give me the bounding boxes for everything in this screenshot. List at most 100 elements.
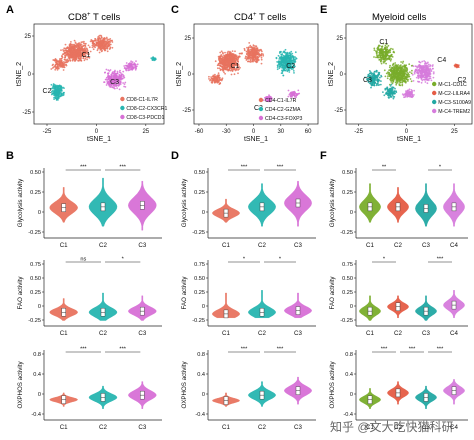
scatter-point: [117, 82, 120, 85]
y-tick-label: 0: [38, 304, 41, 310]
scatter-point: [69, 47, 72, 49]
scatter-point: [252, 46, 255, 49]
scatter-point: [109, 43, 112, 46]
scatter-point: [248, 60, 251, 63]
scatter-point: [77, 60, 80, 62]
scatter-point: [367, 73, 370, 76]
scatter-point: [255, 58, 258, 61]
scatter-point: [237, 57, 240, 60]
y-tick-label: 0: [202, 392, 205, 398]
scatter-point: [66, 50, 68, 52]
scatter-point: [406, 76, 409, 79]
scatter-point: [251, 51, 254, 54]
scatter-point: [83, 40, 85, 43]
scatter-point: [99, 34, 102, 37]
cluster-label: C1: [379, 39, 388, 46]
scatter-point: [122, 82, 124, 84]
legend-swatch: [120, 114, 125, 120]
scatter-point: [100, 45, 103, 48]
scatter-point: [217, 62, 220, 65]
y-tick-label: -0.25: [192, 318, 205, 324]
scatter-point: [388, 75, 391, 77]
y-axis-label: FAO activity: [17, 276, 24, 310]
scatter-point: [54, 84, 57, 87]
scatter-point: [151, 58, 154, 60]
scatter-point: [221, 55, 223, 58]
scatter-point: [229, 60, 232, 63]
y-tick-label: 0: [340, 72, 344, 78]
scatter-point: [214, 60, 217, 63]
scatter-point: [280, 72, 283, 74]
scatter-point: [389, 76, 392, 79]
scatter-point: [102, 43, 105, 46]
scatter-point: [105, 76, 108, 79]
scatter-point: [55, 87, 57, 90]
scatter-point: [388, 71, 390, 74]
y-tick-label: -0.25: [192, 230, 205, 236]
significance-label: *: [243, 257, 246, 263]
scatter-point: [293, 97, 296, 100]
scatter-point: [258, 53, 261, 56]
scatter-point: [390, 81, 393, 83]
scatter-point: [291, 92, 294, 95]
scatter-point: [410, 96, 412, 98]
scatter-point: [234, 50, 236, 53]
scatter-point: [208, 78, 210, 80]
x-tick-label: 0: [405, 129, 409, 135]
scatter-point: [229, 52, 231, 55]
significance-label: ns: [80, 257, 86, 263]
scatter-point: [111, 86, 114, 89]
scatter-point: [406, 73, 408, 76]
scatter-point: [79, 43, 81, 46]
x-tick-label: C1: [60, 330, 68, 337]
scatter-point: [430, 79, 433, 82]
scatter-point: [268, 94, 270, 97]
scatter-point: [96, 39, 98, 41]
scatter-point: [208, 75, 210, 78]
scatter-point: [254, 58, 256, 61]
scatter-point: [386, 77, 389, 80]
scatter-point: [408, 88, 411, 91]
scatter-point: [386, 87, 389, 90]
significance-label: ***: [437, 347, 444, 353]
scatter-point: [78, 55, 80, 57]
y-tick-label: 0.50: [30, 276, 41, 282]
scatter-point: [247, 57, 250, 59]
y-tick-label: 0.25: [194, 190, 205, 196]
scatter-point: [95, 41, 98, 44]
scatter-point: [371, 73, 373, 76]
scatter-point: [57, 60, 60, 63]
scatter-point: [220, 54, 223, 56]
y-tick-label: -0.25: [340, 318, 353, 324]
y-axis-label: tSNE_2: [328, 62, 335, 86]
y-tick-label: 0.4: [345, 372, 353, 378]
scatter-point: [251, 57, 254, 60]
scatter-point: [67, 52, 70, 55]
y-tick-label: 0.8: [33, 352, 41, 358]
scatter-point: [63, 53, 65, 56]
scatter-point: [260, 56, 263, 59]
y-tick-label: 0: [38, 210, 41, 216]
scatter-point: [213, 81, 216, 84]
scatter-point: [288, 93, 291, 96]
scatter-point: [367, 81, 370, 84]
scatter-point: [376, 46, 379, 49]
legend-swatch: [258, 115, 264, 121]
scatter-point: [237, 66, 239, 69]
y-tick-label: 0.25: [342, 190, 353, 196]
scatter-point: [260, 58, 263, 61]
scatter-point: [401, 68, 404, 70]
scatter-point: [61, 63, 64, 65]
scatter-point: [406, 68, 409, 71]
scatter-point: [237, 72, 239, 75]
scatter-point: [378, 73, 381, 75]
scatter-point: [214, 77, 216, 80]
scatter-point: [128, 69, 131, 71]
scatter-point: [288, 54, 290, 57]
violin-shape: [248, 290, 276, 318]
scatter-point: [406, 78, 409, 81]
scatter-point: [102, 40, 104, 43]
y-tick-label: 0.50: [30, 170, 41, 176]
scatter-point: [369, 82, 371, 85]
scatter-point: [59, 58, 61, 60]
